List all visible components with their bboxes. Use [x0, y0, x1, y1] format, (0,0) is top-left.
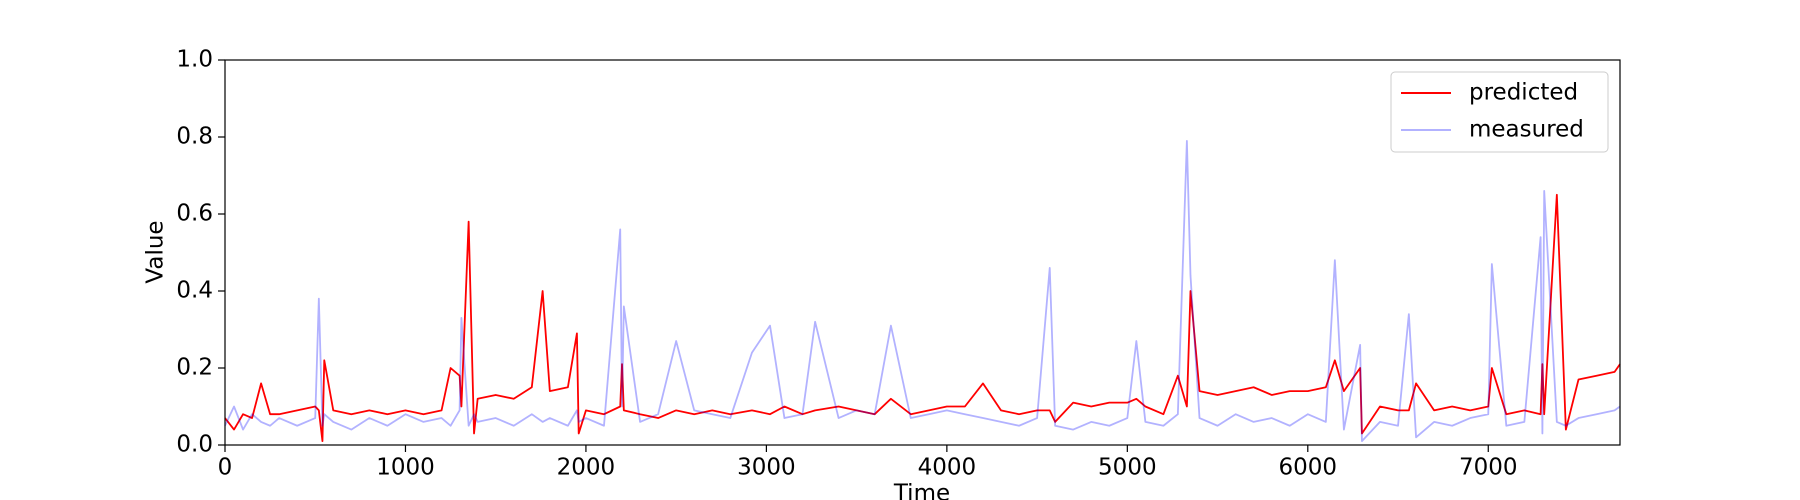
x-tick-label: 2000 [557, 455, 616, 481]
y-tick-label: 0.2 [176, 355, 213, 381]
legend-label: predicted [1469, 80, 1578, 106]
plot-frame [224, 59, 1621, 446]
x-axis-label: Time [893, 481, 950, 500]
y-tick-label: 0.8 [176, 124, 213, 150]
y-tick-label: 0.0 [176, 432, 213, 458]
x-tick-label: 1000 [376, 455, 435, 481]
x-tick-label: 7000 [1459, 455, 1518, 481]
y-axis-label: Value [143, 220, 169, 283]
x-tick-label: 4000 [918, 455, 977, 481]
y-tick-label: 0.6 [176, 201, 213, 227]
y-tick-label: 0.4 [176, 278, 213, 304]
series-line [224, 139, 1621, 443]
x-tick-label: 6000 [1279, 455, 1338, 481]
y-tick-label: 1.0 [176, 47, 213, 73]
x-tick-label: 3000 [737, 455, 796, 481]
series-line [224, 193, 1621, 443]
legend-label: measured [1469, 117, 1584, 143]
x-tick-label: 5000 [1098, 455, 1157, 481]
x-tick-label: 0 [218, 455, 233, 481]
